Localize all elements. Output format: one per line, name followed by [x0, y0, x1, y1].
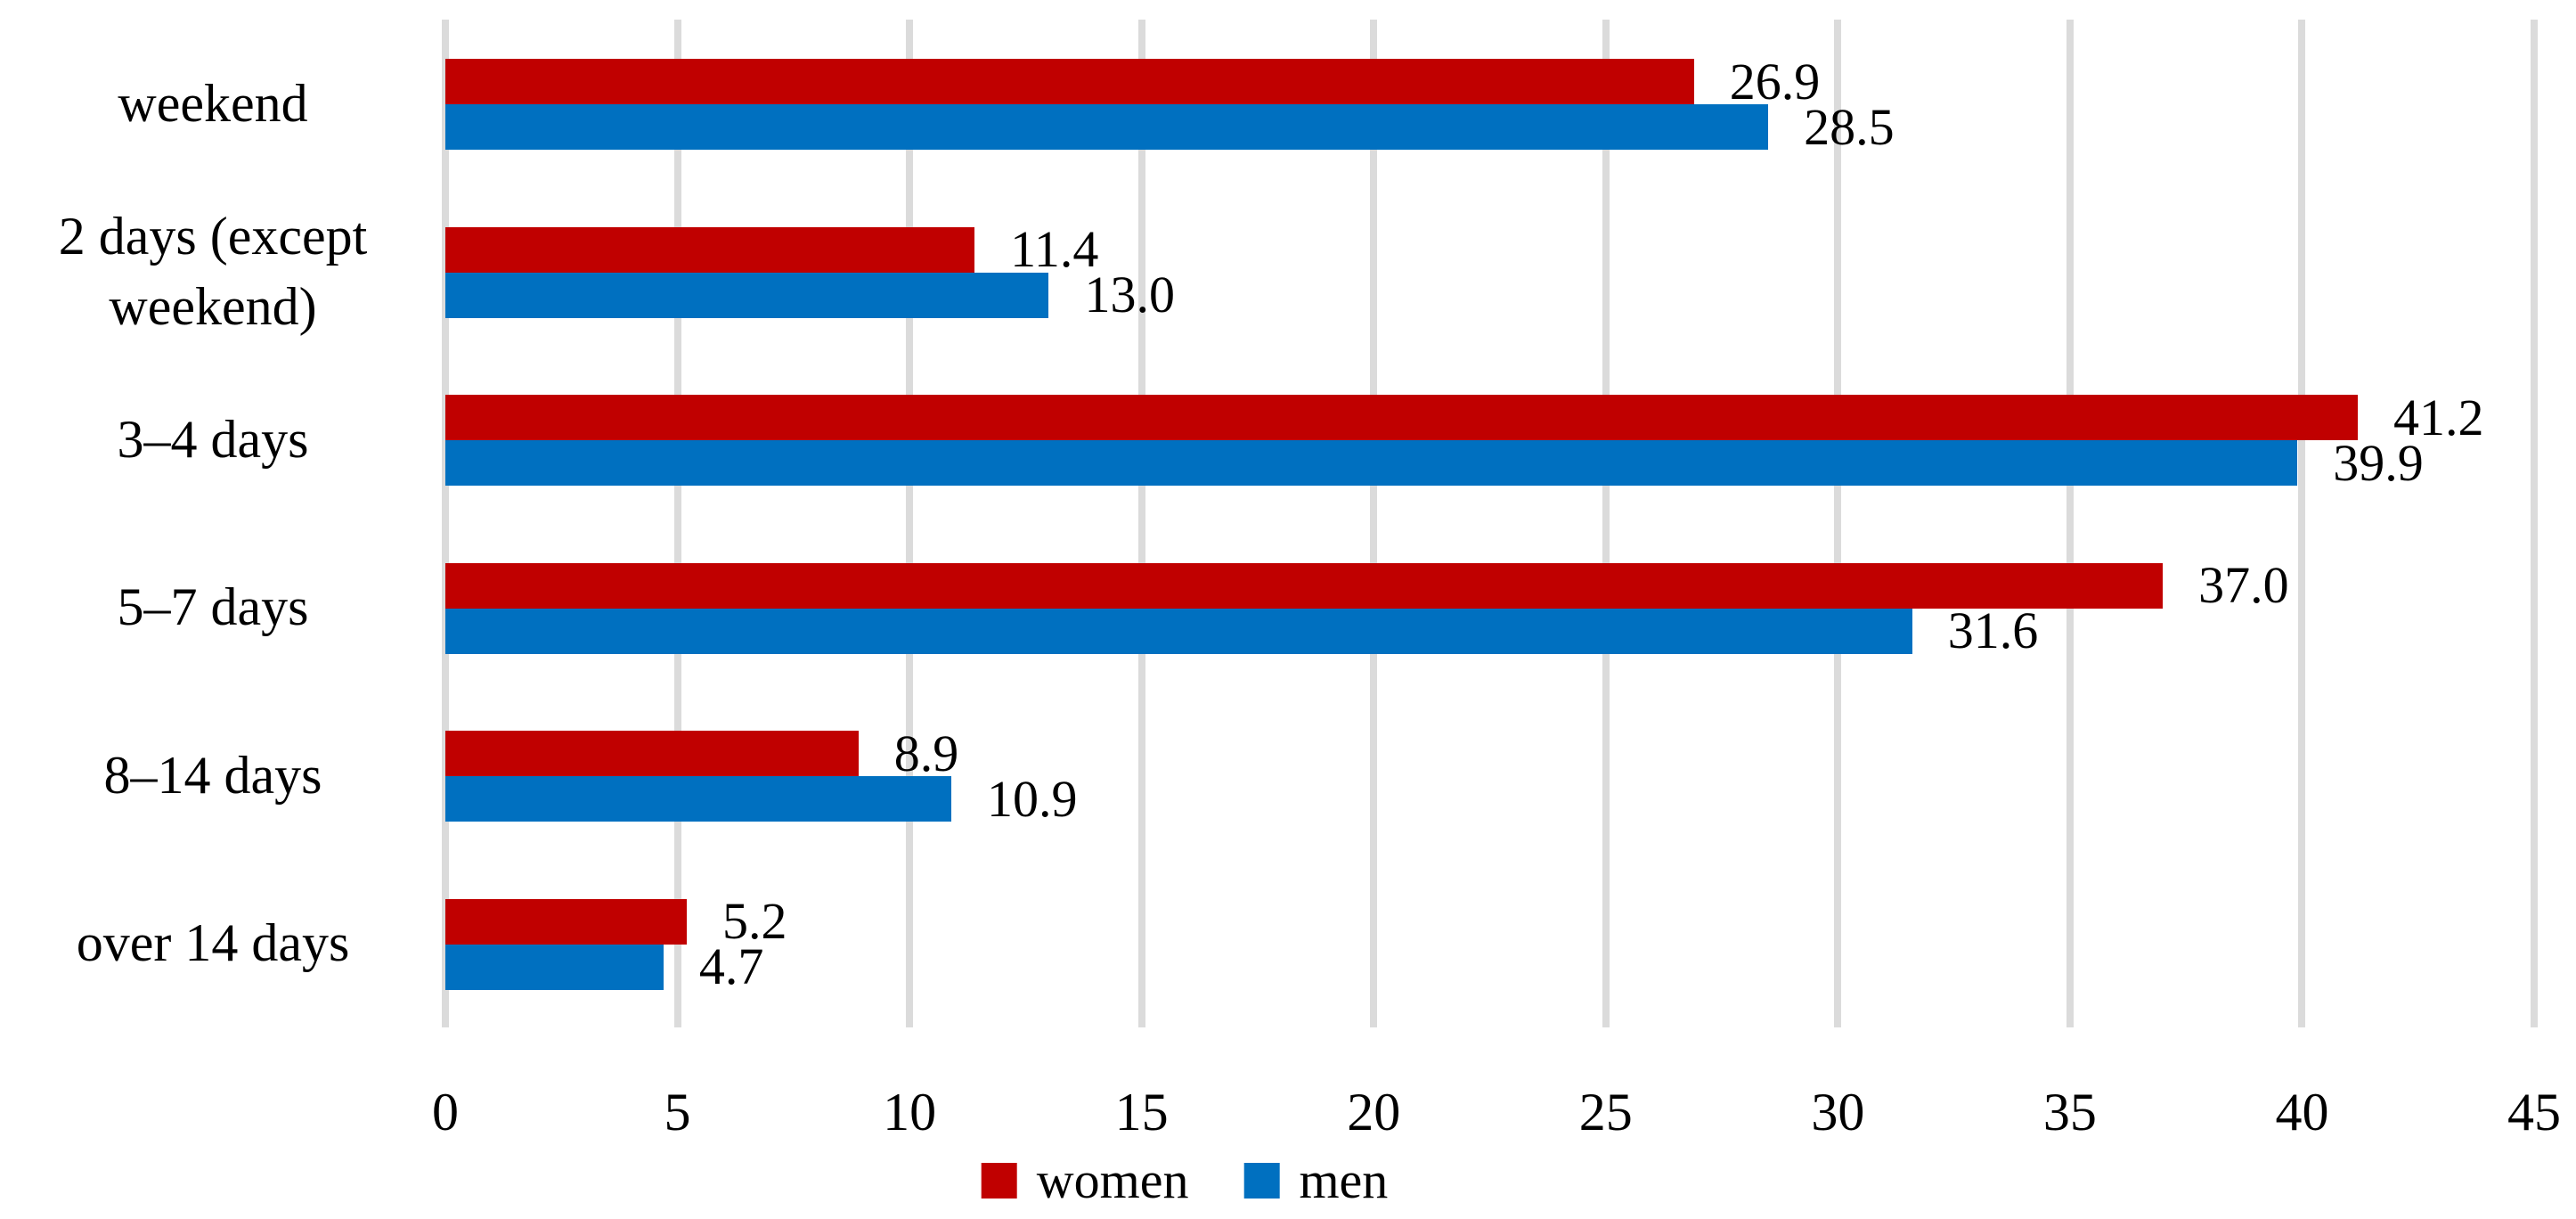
data-label-women: 11.4 — [1010, 220, 1099, 278]
legend-entry-men: men — [1243, 1155, 1388, 1207]
data-label-men: 39.9 — [2333, 433, 2424, 492]
data-label-men: 31.6 — [1947, 601, 2039, 659]
bar-women — [445, 731, 859, 776]
bar-men — [445, 608, 1912, 654]
bar-women — [445, 226, 975, 273]
bar-women — [445, 395, 2358, 440]
bar-men — [445, 944, 664, 990]
x-tick-label: 45 — [2507, 1083, 2561, 1141]
x-tick-label: 40 — [2275, 1083, 2329, 1141]
category-label: 2 days (except weekend) — [58, 206, 368, 336]
bar-women — [445, 562, 2164, 609]
data-label-men: 13.0 — [1084, 266, 1175, 323]
x-tick-label: 30 — [1811, 1083, 1865, 1141]
x-tick-label: 10 — [883, 1083, 937, 1141]
gridline-20 — [1370, 20, 1378, 1027]
gridline-0 — [442, 20, 449, 1027]
x-tick-label: 25 — [1578, 1083, 1633, 1141]
gridline-30 — [1834, 20, 1842, 1027]
data-label-men: 10.9 — [987, 769, 1078, 828]
legend-label: men — [1299, 1151, 1389, 1209]
data-label-women: 41.2 — [2393, 388, 2484, 446]
bar-men — [445, 440, 2298, 486]
legend-swatch-icon — [1243, 1163, 1280, 1199]
legend-swatch-icon — [981, 1163, 1017, 1199]
category-label: 8–14 days — [103, 745, 322, 805]
gridline-25 — [1602, 20, 1610, 1027]
category-label: 5–7 days — [117, 577, 309, 637]
gridline-10 — [906, 20, 914, 1027]
gridline-45 — [2531, 20, 2538, 1027]
legend-entry-women: women — [981, 1151, 1189, 1209]
bar-women — [445, 59, 1694, 104]
data-label-women: 5.2 — [721, 892, 787, 950]
x-tick-label: 35 — [2042, 1083, 2097, 1141]
bar-men — [445, 776, 951, 822]
legend: women men — [981, 1151, 1388, 1209]
x-tick-label: 15 — [1114, 1083, 1169, 1141]
category-label: over 14 days — [76, 913, 350, 973]
bar-men — [445, 272, 1049, 318]
category-label: 3–4 days — [117, 409, 309, 469]
bar-women — [445, 898, 687, 945]
data-label-men: 4.7 — [698, 937, 764, 995]
gridline-35 — [2066, 20, 2074, 1027]
x-tick-label: 20 — [1347, 1083, 1401, 1141]
legend-label: women — [1036, 1151, 1189, 1209]
bar-men — [445, 104, 1769, 150]
data-label-women: 26.9 — [1729, 52, 1821, 110]
gridline-40 — [2298, 20, 2306, 1027]
gridline-5 — [673, 20, 681, 1027]
gridline-15 — [1137, 20, 1145, 1027]
x-tick-label: 5 — [664, 1083, 691, 1141]
data-label-men: 28.5 — [1804, 97, 1895, 156]
data-label-women: 8.9 — [893, 724, 959, 782]
category-label: weekend — [118, 73, 308, 133]
x-tick-label: 0 — [432, 1083, 459, 1141]
data-label-women: 37.0 — [2198, 556, 2289, 614]
